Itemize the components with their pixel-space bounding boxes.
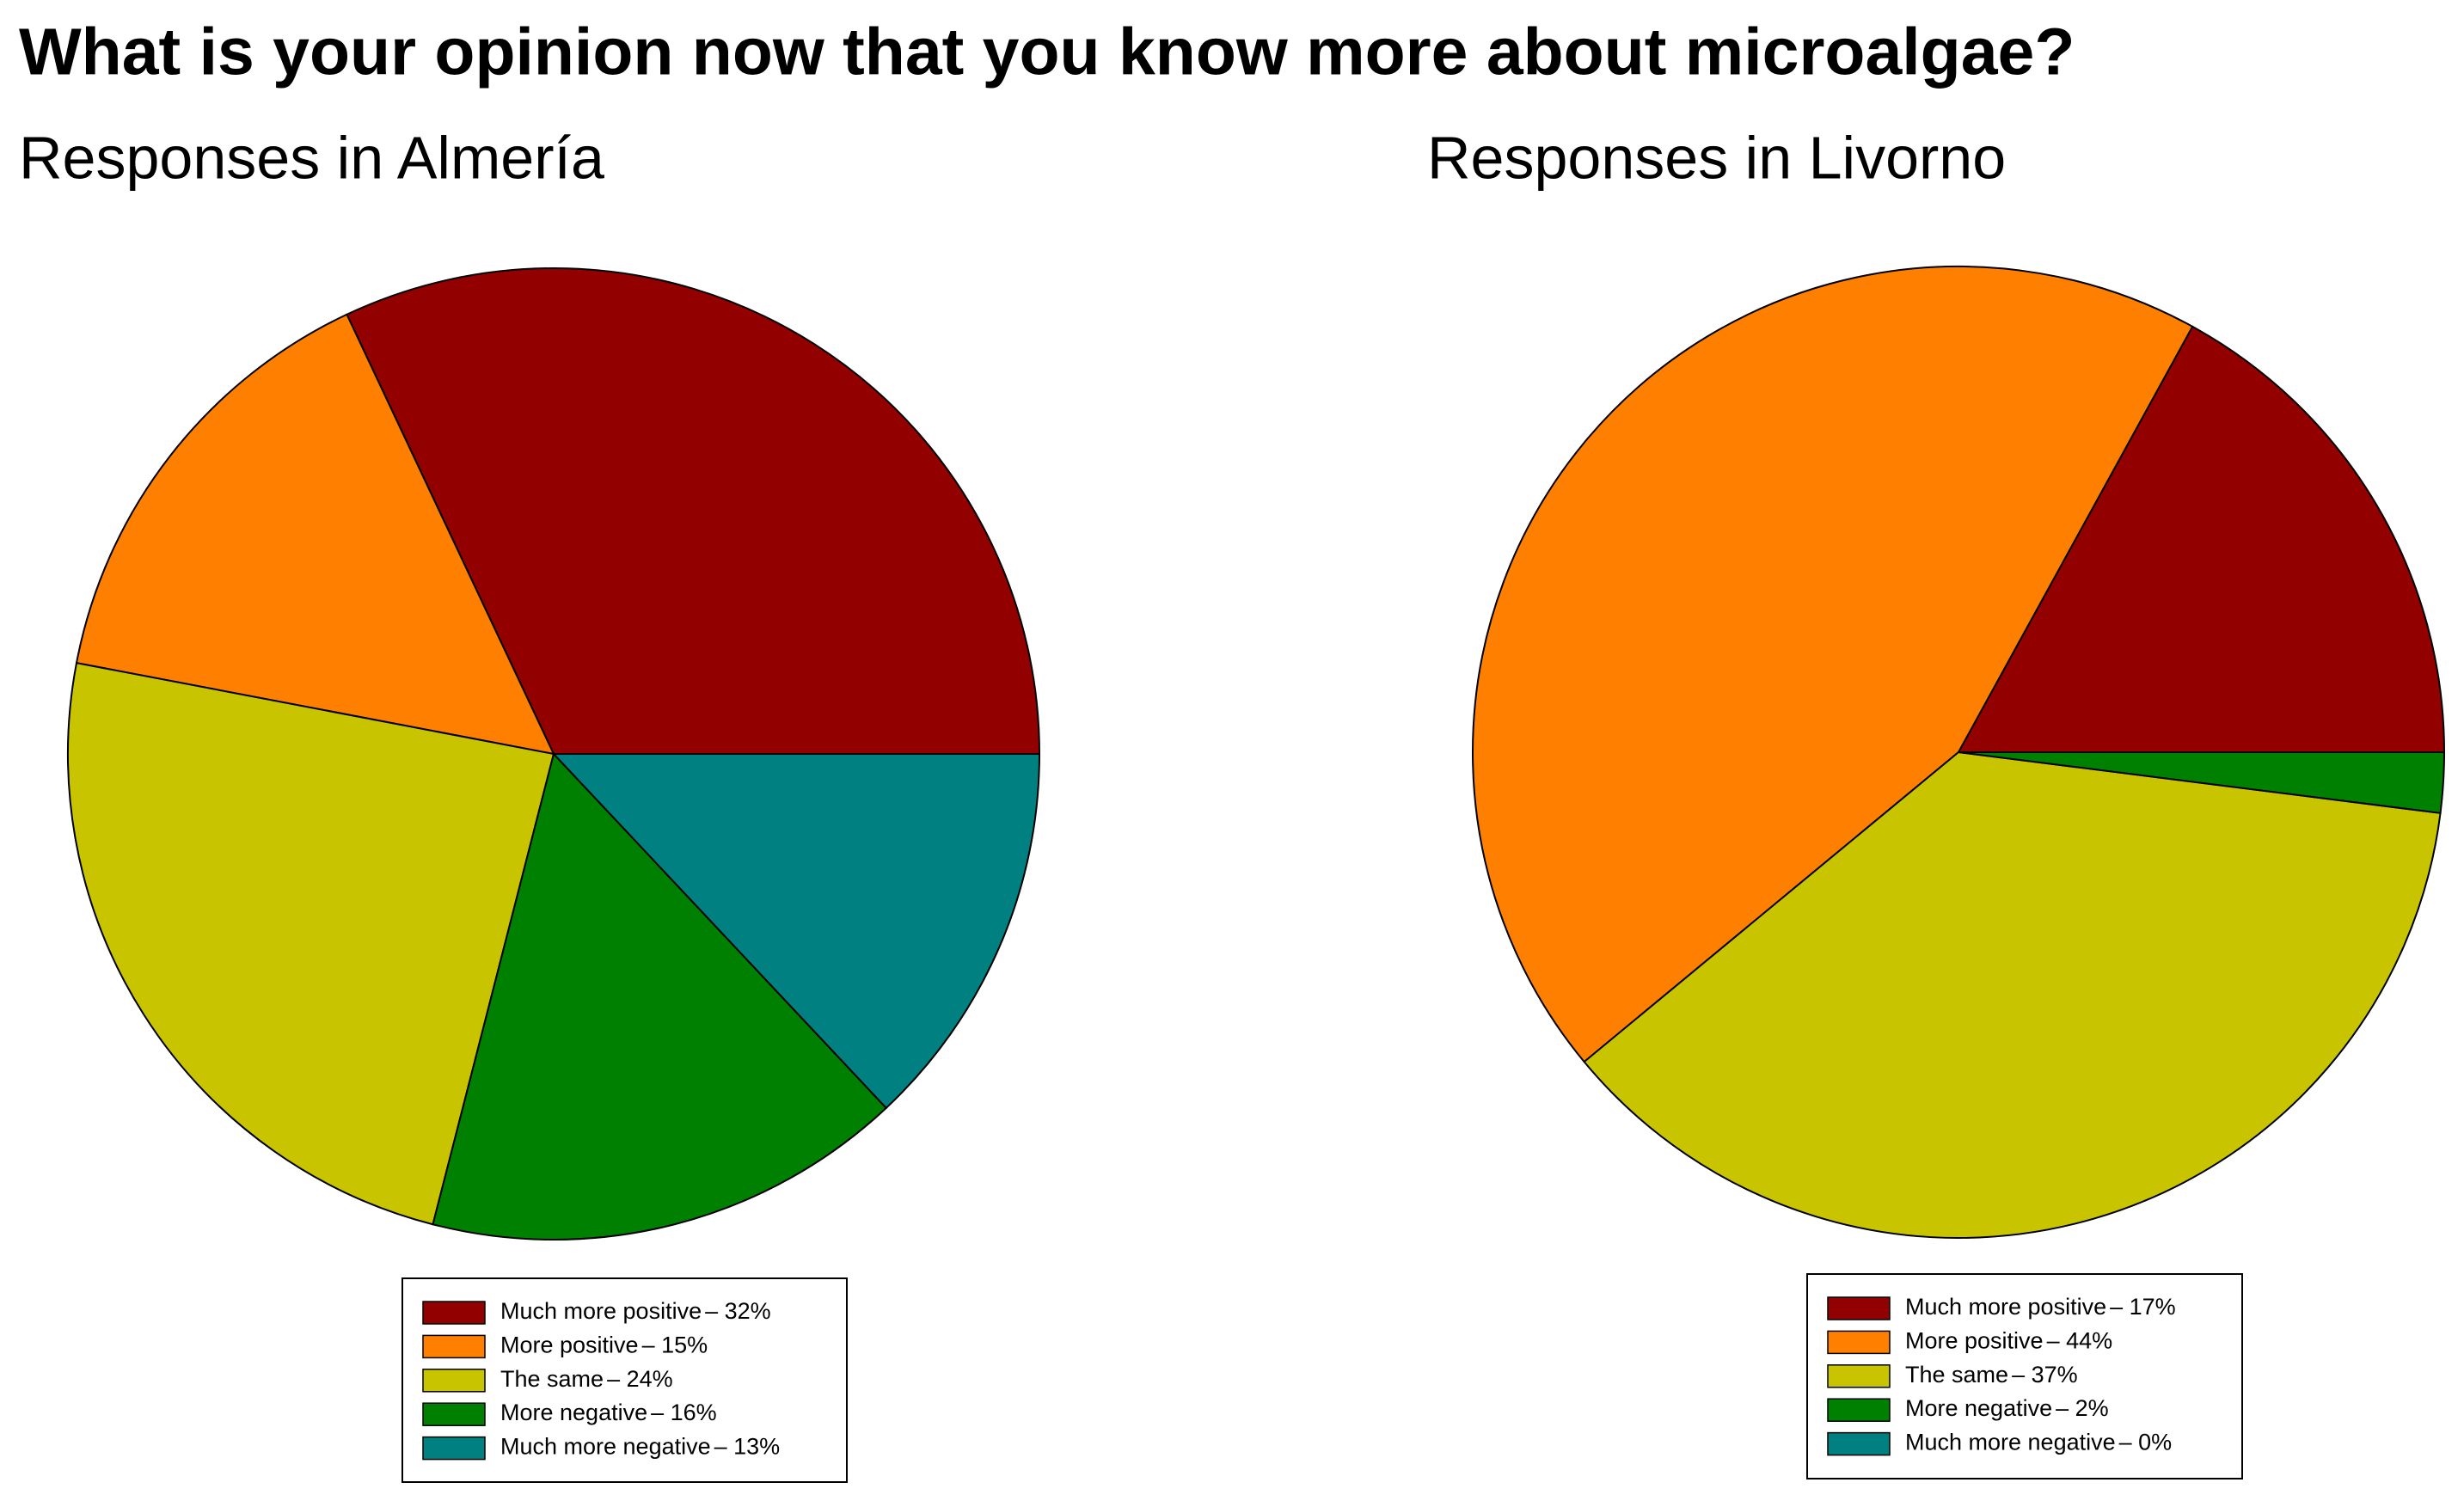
legend-swatch	[1827, 1296, 1891, 1320]
pie-slice	[1957, 325, 2446, 753]
legend-value: – 17%	[2110, 1294, 2176, 1320]
legend-value: – 37%	[2012, 1362, 2078, 1388]
pie-slice	[67, 661, 555, 1226]
page-title: What is your opinion now that you know m…	[19, 15, 2075, 89]
legend-entry: The same – 37%	[1905, 1362, 2078, 1388]
legend-value: – 32%	[705, 1298, 771, 1324]
pie-slice	[432, 751, 888, 1241]
legend-entry: Much more positive – 17%	[1905, 1294, 2176, 1320]
pie-slice	[1583, 750, 2442, 1239]
legend-value: – 13%	[714, 1434, 781, 1460]
legend-swatch	[1827, 1398, 1891, 1422]
legend-entry: The same – 24%	[500, 1366, 673, 1392]
legend-label: More negative	[1905, 1395, 2052, 1421]
legend-entry: Much more positive – 32%	[500, 1298, 771, 1324]
legend-swatch	[1827, 1364, 1891, 1388]
legend-entry: More negative – 2%	[1905, 1395, 2109, 1421]
pie-slice	[346, 267, 1041, 755]
legend-value: – 0%	[2119, 1430, 2173, 1455]
legend-entry: Much more negative – 0%	[1905, 1430, 2172, 1455]
pie-slice	[551, 753, 1041, 1110]
pie-slice	[1472, 266, 2194, 1063]
legend-entry: More positive – 44%	[1905, 1328, 2112, 1354]
legend-entry: Much more negative – 13%	[500, 1434, 780, 1460]
legend-value: – 2%	[2056, 1395, 2109, 1421]
legend-label: Much more negative	[1905, 1430, 2116, 1455]
legend-swatch	[422, 1369, 486, 1393]
legend-value: – 44%	[2047, 1328, 2113, 1354]
legend-label: More negative	[500, 1400, 647, 1425]
legend-value: – 16%	[651, 1400, 717, 1425]
legend-swatch	[422, 1334, 486, 1359]
pie-slice	[75, 313, 555, 756]
legend-swatch	[1827, 1330, 1891, 1355]
legend-label: More positive	[500, 1332, 639, 1358]
legend-swatch	[422, 1301, 486, 1325]
legend-label: The same	[500, 1366, 604, 1392]
legend-label: More positive	[1905, 1328, 2044, 1354]
legend-entry: More negative – 16%	[500, 1400, 717, 1425]
legend-value: – 15%	[642, 1332, 708, 1358]
legend-entry: More positive – 15%	[500, 1332, 708, 1358]
chart-subtitle: Responses in Almería	[19, 124, 604, 191]
legend-label: Much more negative	[500, 1434, 711, 1460]
legend-swatch	[422, 1402, 486, 1426]
legend-label: The same	[1905, 1362, 2008, 1388]
legend-label: Much more positive	[1905, 1294, 2106, 1320]
legend-swatch	[1827, 1431, 1891, 1456]
chart-subtitle: Responses in Livorno	[1427, 124, 2006, 191]
legend-label: Much more positive	[500, 1298, 702, 1324]
legend-value: – 24%	[607, 1366, 673, 1392]
legend-swatch	[422, 1436, 486, 1461]
